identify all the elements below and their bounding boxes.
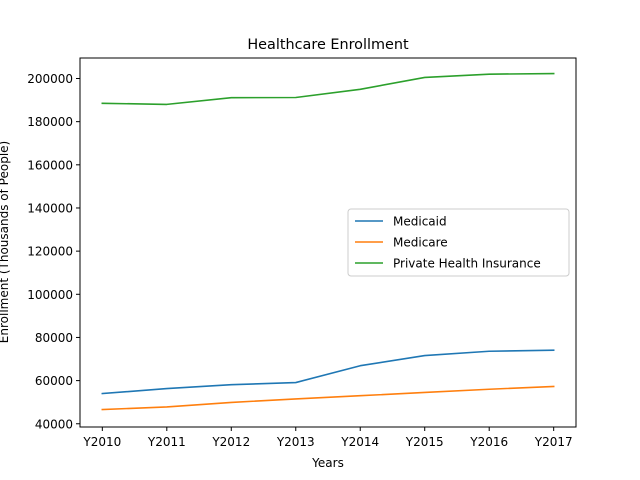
series-line-medicare (101, 385, 555, 411)
plot-frame (79, 57, 577, 428)
y-tick-label: 140000 (27, 201, 73, 215)
y-tick-label: 40000 (35, 417, 73, 431)
y-tick-label: 80000 (35, 331, 73, 345)
x-tick-label: Y2017 (534, 435, 573, 449)
x-tick-label: Y2015 (405, 435, 444, 449)
y-axis: 40000 60000 80000 100000 120000 140000 160000 1… (27, 72, 80, 431)
x-tick-label: Y2011 (147, 435, 186, 449)
legend: Medicaid Medicare Private Health Insurance (347, 208, 570, 277)
legend-label: Medicaid (393, 215, 447, 229)
legend-label: Private Health Insurance (393, 257, 541, 271)
plot-area (101, 72, 555, 411)
y-tick-label: 60000 (35, 374, 73, 388)
y-tick-label: 120000 (27, 245, 73, 259)
x-tick-label: Y2010 (82, 435, 121, 449)
chart-title: Healthcare Enrollment (247, 37, 409, 53)
y-tick-label: 200000 (27, 72, 73, 86)
x-axis: Y2010 Y2011 Y2012 Y2013 Y2014 Y2015 Y2016 Y2017 (82, 427, 573, 449)
x-tick-label: Y2014 (340, 435, 379, 449)
y-axis-label: Enrollment (Thousands of People) (0, 141, 11, 343)
y-tick-label: 180000 (27, 115, 73, 129)
legend-label: Medicare (393, 236, 448, 250)
y-tick-label: 100000 (27, 288, 73, 302)
y-tick-label: 160000 (27, 158, 73, 172)
series-line-medicaid (101, 349, 555, 395)
x-axis-label: Years (311, 456, 344, 470)
series-line-private-health-insurance (101, 72, 555, 106)
legend-box (347, 208, 570, 277)
x-tick-label: Y2012 (211, 435, 250, 449)
x-tick-label: Y2013 (276, 435, 315, 449)
x-tick-label: Y2016 (469, 435, 508, 449)
